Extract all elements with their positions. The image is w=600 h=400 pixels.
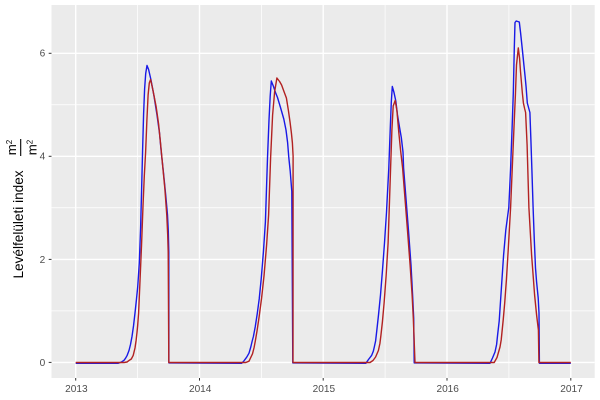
svg-text:2013: 2013 [65, 384, 88, 395]
svg-text:0: 0 [40, 358, 46, 369]
svg-text:Levélfelületi index: Levélfelületi index [11, 170, 26, 278]
svg-text:2017: 2017 [560, 384, 583, 395]
svg-text:2015: 2015 [313, 384, 336, 395]
svg-text:6: 6 [40, 49, 46, 60]
svg-text:2016: 2016 [436, 384, 459, 395]
svg-text:2: 2 [40, 255, 46, 266]
svg-text:2014: 2014 [189, 384, 212, 395]
svg-text:4: 4 [40, 152, 46, 163]
